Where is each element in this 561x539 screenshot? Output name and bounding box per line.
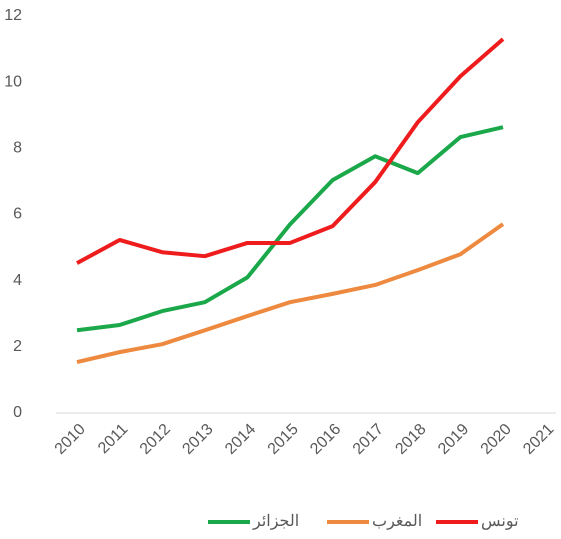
y-tick-label: 12 xyxy=(4,7,22,24)
legend-label: المغرب xyxy=(372,513,422,530)
legend-label: الجزائر xyxy=(252,513,299,530)
x-tick-label: 2015 xyxy=(265,421,302,458)
series-line xyxy=(76,125,504,333)
series-line xyxy=(76,37,505,265)
y-tick-label: 4 xyxy=(13,272,22,289)
y-tick-label: 2 xyxy=(13,338,22,355)
x-tick-label: 2017 xyxy=(350,421,387,458)
x-tick-label: 2016 xyxy=(307,421,344,458)
series-line xyxy=(76,222,505,364)
x-tick-label: 2021 xyxy=(520,421,557,458)
y-tick-label: 0 xyxy=(13,404,22,421)
y-tick-label: 6 xyxy=(13,206,22,223)
x-tick-label: 2019 xyxy=(435,421,472,458)
x-tick-label: 2011 xyxy=(95,421,131,457)
x-tick-label: 2012 xyxy=(137,421,174,458)
x-tick-label: 2018 xyxy=(392,421,429,458)
x-tick-label: 2014 xyxy=(222,421,259,458)
y-tick-label: 8 xyxy=(13,140,22,157)
legend-label: تونس xyxy=(481,513,519,530)
x-tick-label: 2010 xyxy=(52,421,89,458)
x-tick-label: 2020 xyxy=(478,421,515,458)
x-tick-label: 2013 xyxy=(179,421,216,458)
y-tick-label: 10 xyxy=(4,73,22,90)
